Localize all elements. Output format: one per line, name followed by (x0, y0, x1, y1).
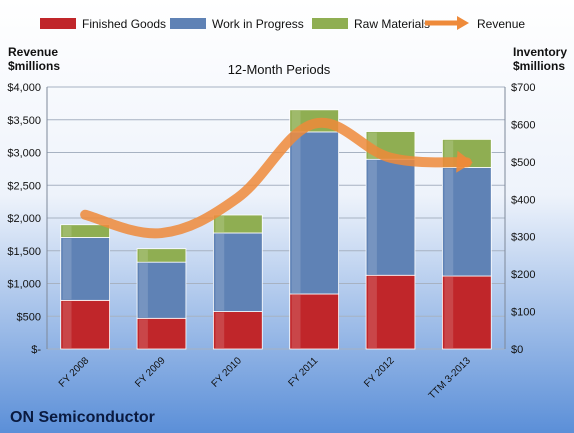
company-name: ON Semiconductor (10, 409, 155, 426)
right-axis-label-line2: $millions (513, 59, 565, 73)
legend-label: Finished Goods (82, 17, 166, 31)
legend: Finished Goods Work in Progress Raw Materi… (40, 16, 525, 31)
left-axis-label-line2: $millions (8, 59, 60, 73)
bar-highlight (139, 319, 148, 348)
chart-subtitle: 12-Month Periods (228, 62, 331, 77)
bar-raw-materials (213, 214, 263, 234)
left-tick-label: $500 (17, 311, 41, 323)
right-tick-label: $700 (511, 82, 535, 94)
bar-highlight (291, 132, 301, 293)
bar-highlight (215, 216, 225, 232)
left-tick-label: $1,000 (7, 279, 41, 291)
left-tick-label: $2,500 (7, 180, 41, 192)
bar-highlight (368, 276, 377, 348)
right-axis-ticks: $700 $600 $500 $400 $300 $200 $100 $0 (511, 82, 535, 356)
bar-work-in-progress (442, 167, 492, 277)
revenue-line-layer (80, 117, 473, 239)
bar-highlight (291, 110, 301, 131)
left-tick-label: $2,000 (7, 213, 41, 225)
bar-highlight (139, 249, 148, 262)
bar-highlight (444, 168, 454, 276)
bar-highlight (62, 301, 72, 348)
left-tick-label: $3,500 (7, 115, 41, 127)
bar-finished-goods (365, 274, 416, 350)
right-tick-label: $300 (511, 232, 535, 244)
bar-raw-materials (60, 224, 110, 238)
right-tick-label: $100 (511, 307, 535, 319)
left-tick-label: $1,500 (7, 246, 41, 258)
revenue-line (80, 117, 472, 239)
right-tick-label: $200 (511, 269, 535, 281)
bar-highlight (444, 140, 454, 167)
legend-swatch (40, 18, 76, 29)
revenue-arrow-head (456, 150, 473, 173)
legend-label: Raw Materials (354, 17, 430, 31)
bar-finished-goods (442, 275, 492, 350)
right-tick-label: $600 (511, 119, 535, 131)
legend-label: Work in Progress (212, 17, 304, 31)
bar-highlight (62, 225, 72, 237)
bar-work-in-progress (60, 237, 110, 301)
bar-highlight (291, 294, 301, 348)
right-tick-label: $0 (511, 344, 523, 356)
left-axis-ticks: $4,000 $3,500 $3,000 $2,500 $2,000 $1,500 $1,0… (7, 82, 41, 356)
bar-highlight (139, 263, 148, 318)
bar-work-in-progress (213, 232, 263, 312)
bar-work-in-progress (136, 261, 187, 319)
right-tick-label: $500 (511, 157, 535, 169)
bar-highlight (215, 233, 225, 311)
legend-swatch (312, 18, 348, 29)
bar-finished-goods (213, 311, 263, 350)
bar-highlight (444, 277, 454, 348)
bar-finished-goods (289, 293, 339, 350)
legend-label: Revenue (477, 17, 525, 31)
bar-work-in-progress (365, 158, 416, 276)
bar-raw-materials (136, 248, 187, 263)
left-tick-label: $- (31, 344, 41, 356)
bar-highlight (368, 160, 377, 275)
legend-arrow-swatch (457, 16, 469, 30)
left-axis-label-line1: Revenue (8, 45, 58, 59)
right-tick-label: $400 (511, 194, 535, 206)
right-axis-label-line1: Inventory (513, 45, 567, 59)
bar-highlight (62, 238, 72, 300)
bar-finished-goods (60, 299, 110, 350)
left-tick-label: $3,000 (7, 148, 41, 160)
legend-swatch (170, 18, 206, 29)
bar-highlight (215, 312, 225, 348)
left-tick-label: $4,000 (7, 82, 41, 94)
bar-work-in-progress (289, 131, 339, 295)
